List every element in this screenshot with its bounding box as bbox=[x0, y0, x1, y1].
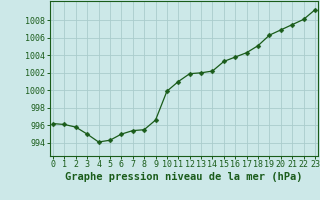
X-axis label: Graphe pression niveau de la mer (hPa): Graphe pression niveau de la mer (hPa) bbox=[65, 172, 303, 182]
